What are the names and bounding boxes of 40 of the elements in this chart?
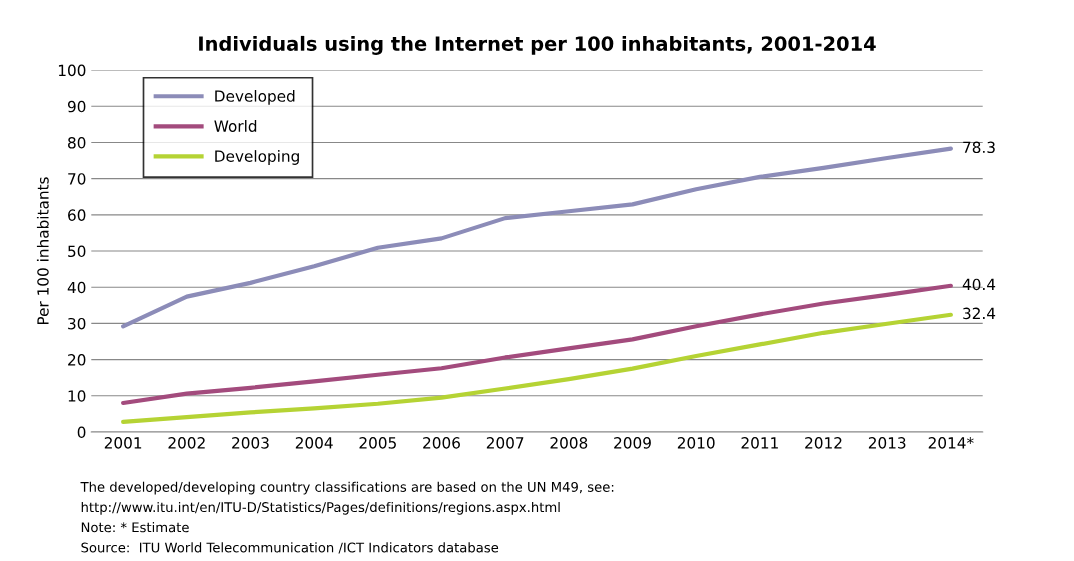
x-tick-label: 2012 [805, 437, 842, 449]
line-series [121, 146, 953, 329]
x-tick-label: 2011 [741, 437, 778, 449]
x-tick-label: 2007 [486, 437, 524, 449]
x-tick-label: 2004 [295, 437, 333, 449]
x-tick-label: 2014* [928, 437, 974, 449]
x-tick-label: 2006 [423, 437, 460, 449]
text: The developed/developing country classifications are based on the UN M49, see: [80, 481, 614, 495]
text: http://www.itu.int/en/ITU-D/Statistics/Pages/definitions/regions.aspx.html [81, 501, 560, 515]
x-tick-label: 2005 [359, 437, 396, 449]
x-tick-label: 2003 [232, 437, 269, 449]
line-series [121, 283, 953, 406]
line-series [121, 312, 953, 424]
x-tick-label: 2010 [677, 437, 715, 449]
y-tick-label: 100 [58, 64, 86, 77]
data-label: 78.3 [963, 141, 995, 154]
y-tick-label: 80 [68, 136, 86, 149]
legend-label: World [214, 120, 257, 132]
source-note: Source: ITU World Telecommunication /ICT Indicators database [81, 542, 499, 554]
x-tick-label: 2002 [168, 437, 205, 449]
x-tick-label: 2001 [104, 437, 142, 449]
data-label: 32.4 [963, 307, 996, 320]
x-tick-label: 2009 [614, 437, 651, 449]
y-tick-label: 30 [68, 317, 86, 330]
x-tick-label: 2013 [868, 437, 906, 449]
x-tick-label: 2008 [550, 437, 588, 449]
y-tick-label: 40 [67, 281, 86, 294]
legend-label: Developing [215, 150, 299, 165]
chart-title: Individuals using the Internet per 100 inhabitants, 2001-2014 [199, 35, 876, 55]
y-tick-label: 70 [68, 173, 86, 185]
y-tick-label: 10 [68, 390, 86, 402]
data-label: 40.4 [962, 278, 996, 291]
y-tick-label: 90 [67, 100, 86, 113]
y-tick-label: 60 [68, 209, 86, 221]
legend-label: Developed [215, 89, 295, 105]
y-tick-label: 50 [68, 245, 86, 258]
y-tick-label: 0 [77, 426, 86, 438]
y-tick-label: 20 [68, 354, 86, 366]
y-axis-title: Per 100 inhabitants [36, 177, 49, 325]
text: Note: * Estimate [81, 522, 189, 533]
